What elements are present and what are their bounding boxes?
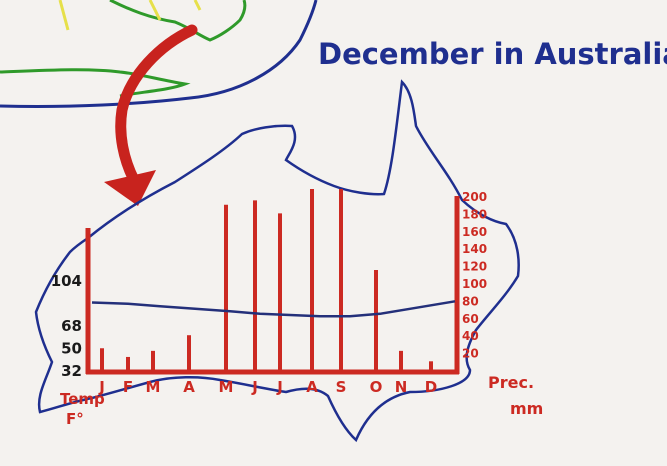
right-tick-label: 20 [462, 347, 479, 361]
right-tick-label: 160 [462, 225, 487, 239]
left-tick-label: 104 [51, 272, 82, 290]
chart-title: December in Australia [318, 37, 667, 71]
arrow-head-icon [104, 170, 156, 206]
temp-unit-label: F° [66, 410, 84, 428]
right-tick-label: 60 [462, 312, 479, 326]
right-tick-label: 180 [462, 207, 487, 221]
right-tick-label: 120 [462, 260, 487, 274]
left-tick-label: 50 [61, 340, 82, 358]
x-tick-label: J [98, 378, 105, 396]
map-outline-top [0, 0, 318, 109]
temp-axis-label: Temp [60, 390, 105, 408]
map-land-green-2 [109, 0, 247, 42]
x-tick-label: M [146, 378, 161, 396]
x-tick-label: N [395, 378, 408, 396]
x-tick-label: M [219, 378, 234, 396]
x-tick-label: O [370, 378, 383, 396]
right-tick-label: 40 [462, 329, 479, 343]
prec-unit-label: mm [510, 399, 543, 418]
map-yellow-marks [58, 0, 202, 31]
prec-axis-label: Prec. [488, 373, 534, 392]
temperature-line [91, 300, 456, 318]
x-tick-label: S [336, 378, 347, 396]
right-tick-label: 80 [462, 294, 479, 308]
arrow-icon [115, 24, 198, 186]
left-tick-label: 32 [61, 362, 82, 380]
x-tick-label: F [123, 378, 133, 396]
x-tick-label: J [251, 378, 258, 396]
x-tick-label: J [276, 378, 283, 396]
x-tick-label: A [183, 378, 195, 396]
x-tick-label: A [306, 378, 318, 396]
x-tick-label: D [425, 378, 437, 396]
australia-outline [34, 79, 520, 443]
right-tick-label: 140 [462, 242, 487, 256]
right-tick-label: 100 [462, 277, 487, 291]
left-tick-label: 68 [61, 317, 82, 335]
right-tick-label: 200 [462, 190, 487, 204]
